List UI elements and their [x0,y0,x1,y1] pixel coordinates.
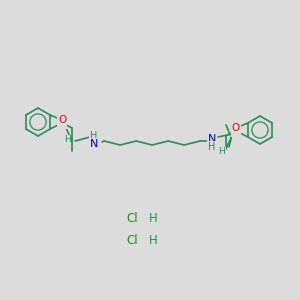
Text: H: H [64,136,70,145]
Text: H: H [208,142,216,152]
Text: N: N [208,134,216,144]
Text: O: O [58,115,66,125]
Text: H: H [218,148,225,157]
Text: H: H [148,212,158,224]
Text: O: O [58,118,66,128]
Text: Cl: Cl [126,233,138,247]
Text: H: H [90,131,98,141]
Text: N: N [90,139,98,149]
Text: O: O [232,126,240,136]
Text: Cl: Cl [126,212,138,224]
Text: H: H [148,233,158,247]
Text: O: O [232,123,240,133]
Text: H: H [233,130,239,139]
